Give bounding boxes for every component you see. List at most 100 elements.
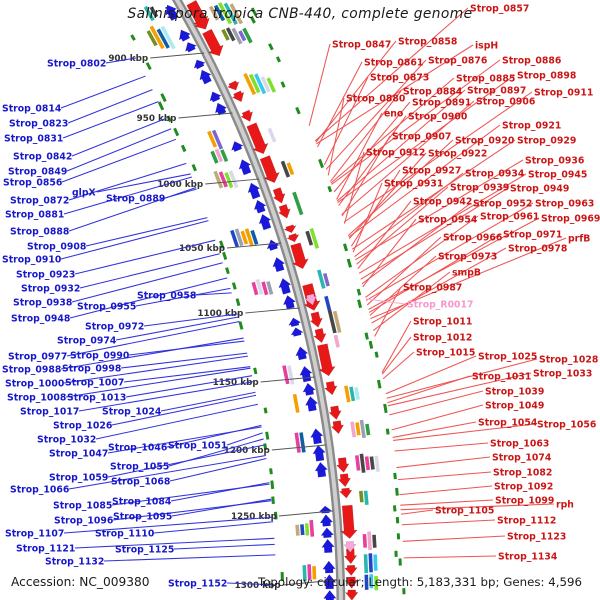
leader-line-right (336, 89, 466, 202)
tick-label: 1100 kbp (197, 309, 243, 319)
leader-line-right (325, 59, 427, 170)
rna-dash (130, 34, 136, 41)
leader-line-left (60, 75, 146, 109)
gene-arrow (199, 69, 212, 85)
tick-line (205, 178, 260, 185)
leader-line-right (354, 172, 464, 258)
feature-tile (369, 456, 375, 470)
feature-tile (368, 553, 373, 573)
leader-line-left (125, 375, 253, 398)
leader-line-left (66, 320, 240, 357)
feature-tile (260, 76, 271, 93)
rna-dash (250, 16, 256, 24)
gene-arrow (322, 560, 336, 574)
gene-label-right: Strop_0886 (502, 55, 561, 66)
gene-label-left: Strop_1132 (45, 556, 104, 567)
gene-label-right: Strop_0929 (517, 135, 576, 146)
rna-dash (263, 407, 268, 414)
leader-line-right (387, 375, 471, 404)
feature-tile (214, 148, 224, 163)
feature-tile (250, 229, 259, 245)
tick-line (282, 579, 337, 586)
leader-line-left (170, 482, 270, 502)
gene-arrow (310, 428, 324, 445)
leader-line-left (103, 554, 276, 562)
feature-tile (363, 554, 369, 574)
backbone-arc (173, 0, 345, 600)
gene-label-right: Strop_0945 (528, 169, 587, 180)
feature-tile (223, 2, 238, 25)
gene-label-right: Strop_0898 (517, 70, 576, 81)
gene-arrow (272, 257, 286, 273)
rna-dash (393, 505, 397, 512)
leader-line-left (61, 138, 177, 183)
gene-label-right: Strop_1025 (478, 351, 537, 362)
feature-tile (266, 281, 274, 295)
leader-line-right (350, 169, 401, 247)
leader-line-right (396, 456, 491, 469)
feature-tile (333, 334, 340, 348)
gene-label-right: Strop_1033 (533, 368, 592, 379)
rna-dash (364, 332, 369, 340)
feature-tile (210, 150, 219, 164)
leader-line-right (308, 43, 331, 126)
gene-label-right: Strop_1112 (497, 515, 556, 526)
feature-tile (229, 3, 243, 25)
leader-line-right (336, 112, 383, 200)
leader-line-right (374, 286, 402, 337)
leader-line-right (401, 519, 496, 526)
gene-label-right: Strop_1028 (539, 354, 598, 365)
gene-arrow (283, 224, 297, 233)
gene-label-left: Strop_0938 (13, 297, 72, 308)
rna-dash (191, 164, 197, 172)
gene-arrow (272, 187, 286, 204)
rna-dash (250, 7, 258, 16)
leader-line-right (357, 200, 412, 270)
feature-tile (248, 73, 261, 94)
gene-label-left: Strop_0802 (47, 58, 106, 69)
gene-label-left: Strop_1121 (16, 543, 75, 554)
rna-dash (160, 93, 167, 103)
gene-label-left: Strop_0814 (2, 103, 62, 114)
rna-dash (402, 588, 406, 595)
gene-arrow (313, 328, 327, 344)
leader-line-right (314, 7, 469, 142)
rna-dash (225, 267, 230, 275)
gene-label-right: Strop_0963 (535, 198, 594, 209)
gene-label-left: Strop_0932 (21, 283, 80, 294)
leader-line-left (78, 381, 254, 412)
gene-label-left: Strop_1046 (108, 442, 167, 453)
gene-label-left: Strop_1085 (53, 500, 112, 511)
gene-label-right: Strop_0961 (480, 211, 539, 222)
rna-dash (235, 298, 241, 307)
leader-line-left (171, 498, 272, 517)
gene-arrow (165, 4, 179, 21)
rna-dash (368, 340, 374, 349)
leader-line-right (394, 442, 489, 452)
gene-label-right: Strop_0907 (392, 131, 451, 142)
leader-line-right (391, 404, 484, 431)
rna-dash (385, 428, 390, 435)
leader-line-left (173, 543, 275, 550)
gene-label-left: Strop_1013 (67, 392, 126, 403)
leader-line-right (389, 390, 484, 416)
tick-line (271, 444, 326, 451)
rna-dash (393, 472, 397, 480)
gene-label-right: Strop_0969 (541, 213, 600, 224)
feature-tile (302, 565, 307, 582)
gene-label-left: Strop_0872 (10, 195, 69, 206)
leader-line-right (382, 351, 415, 380)
gene-arrow (246, 122, 269, 155)
gene-arrow (312, 444, 326, 462)
rna-dash (268, 43, 274, 51)
gene-label-right: Strop_1054 (478, 417, 538, 428)
gene-label-right: Strop_1123 (507, 531, 566, 542)
leader-line-left (105, 57, 137, 64)
feature-tile (332, 310, 342, 333)
leader-line-left (166, 424, 262, 448)
rna-dash (356, 288, 362, 296)
leader-line-right (355, 159, 524, 261)
feature-tile (362, 534, 367, 548)
